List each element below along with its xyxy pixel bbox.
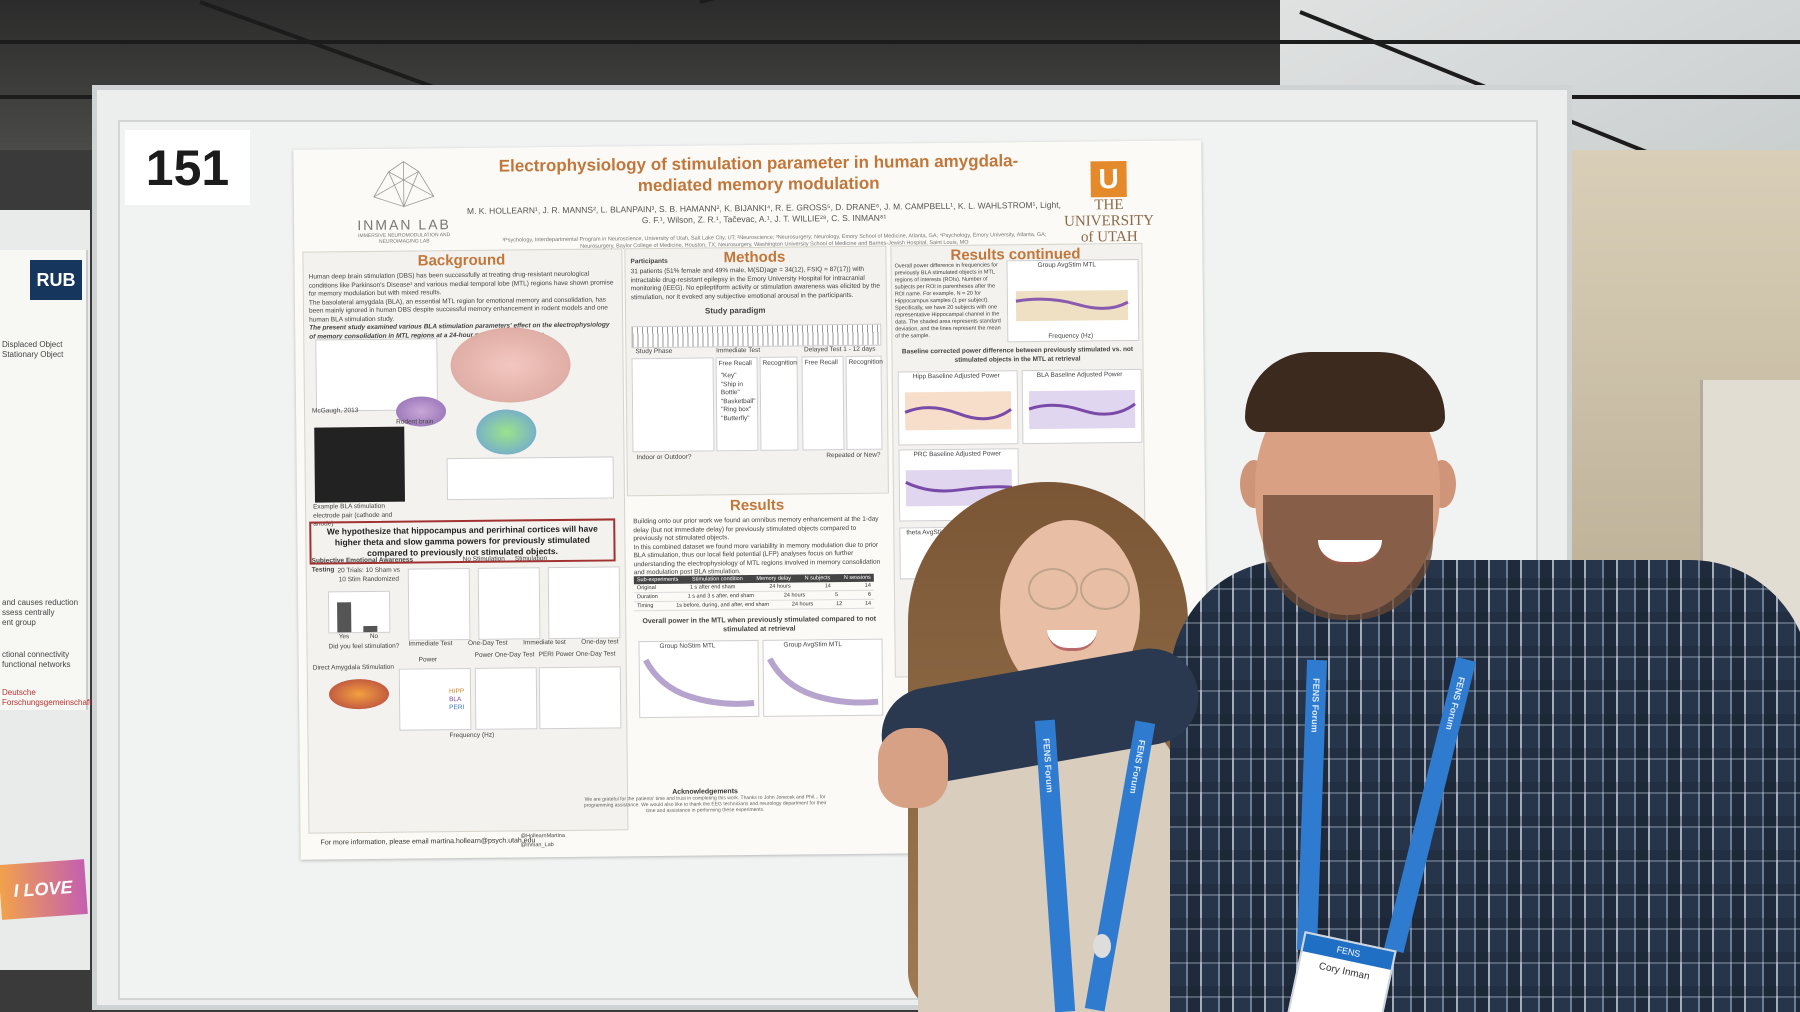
lab-subtitle: IMMERSIVE NEUROMODULATION AND NEUROIMAGI…: [358, 232, 451, 245]
table-row: Timing 1s before, during, and after, end …: [634, 599, 875, 612]
inman-lab-logo: INMAN LAB IMMERSIVE NEUROMODULATION AND …: [343, 156, 464, 245]
avgstim-power-chart: Group AvgStim MTL Frequency (Hz): [1006, 258, 1140, 343]
network-icon: [373, 161, 435, 208]
poster-title: Electrophysiology of stimulation paramet…: [498, 151, 1019, 196]
stimulation-timeline: [631, 323, 882, 349]
glasses-icon: [1028, 568, 1078, 610]
shaded-power-band: [1015, 290, 1129, 322]
decay-curve: [767, 657, 879, 706]
peri-power-chart: [538, 666, 622, 730]
power-mtl-title: Overall power in the MTL when previously…: [642, 615, 877, 633]
delayed-recognition-panel: Recognition: [845, 355, 883, 450]
awareness-chart: [327, 590, 391, 634]
shaded-power-band: [904, 391, 1012, 431]
results-heading: Results: [729, 496, 785, 515]
twitter-handles: @HollearnMartina @Inman_Lab: [520, 832, 565, 848]
man-hair: [1245, 352, 1445, 432]
baseline-title: Baseline corrected power difference betw…: [901, 345, 1134, 364]
bar-no: [363, 625, 378, 633]
board-number: 151: [125, 130, 250, 205]
left-poster: [0, 250, 88, 710]
recognition-panel: Recognition: [759, 356, 799, 451]
one-day-power-chart: [474, 667, 538, 730]
methods-text: 31 patients (51% female and 49% male, M(…: [630, 265, 881, 301]
woman-smile: [1047, 630, 1097, 651]
lab-name: INMAN LAB: [357, 216, 451, 234]
study-phase-panel: [631, 357, 715, 453]
bla-baseline-chart: BLA Baseline Adjusted Power: [1021, 368, 1143, 445]
avgstim-mtl-chart: Group AvgStim MTL: [762, 638, 884, 717]
immediate-test-chart: [407, 567, 471, 641]
u-logo-icon: U: [1090, 161, 1127, 198]
ceiling-beam: [0, 40, 1800, 44]
left-legend: Displaced Object Stationary Object: [2, 340, 64, 359]
contact-footer: For more information, please email marti…: [320, 837, 536, 847]
delayed-free-recall-panel: Free Recall: [801, 356, 845, 451]
research-poster: INMAN LAB IMMERSIVE NEUROMODULATION AND …: [293, 140, 1209, 860]
left-footer: ctional connectivity functional networks: [2, 650, 71, 669]
decay-curve: [643, 658, 755, 707]
man-plaid-shirt: [1170, 560, 1800, 1012]
university-of-utah-logo: U THE UNIVERSITY of UTAH: [1053, 161, 1164, 246]
bar-yes: [337, 602, 352, 633]
results-table: Sub-experiments Stimulation condition Memo…: [633, 573, 875, 612]
love-sticker: I LOVE: [0, 859, 88, 920]
pathway-diagram: [446, 456, 614, 501]
background-heading: Background: [417, 251, 506, 270]
results-continued-text: Overall power difference in frequencies …: [894, 262, 1001, 340]
man-hand: [878, 728, 948, 808]
shaded-power-band: [1028, 389, 1136, 430]
glasses-icon: [1080, 568, 1130, 610]
mri-image: [314, 426, 405, 503]
left-notes: and causes reduction ssess centrally ent…: [2, 598, 79, 627]
stim-legend: No Stimulation Stimulation: [462, 555, 548, 564]
hipp-baseline-chart: Hipp Baseline Adjusted Power: [897, 370, 1019, 446]
necklace-pendant: [1093, 934, 1111, 958]
background-text: Human deep brain stimulation (DBS) has b…: [308, 270, 614, 341]
nostim-mtl-chart: Group NoStim MTL: [638, 639, 760, 719]
results-text: Building onto our prior work we found an…: [633, 515, 881, 577]
acknowledgements: Acknowledgements We are grateful for the…: [583, 788, 827, 815]
left-funder: Deutsche Forschungsgemeinschaft: [2, 688, 92, 707]
paired-lines-chart: [547, 566, 621, 640]
poster-authors: M. K. HOLLEARN¹, J. R. MANNS², L. BLANPA…: [466, 199, 1061, 226]
one-day-test-chart: [477, 567, 541, 640]
man-plaid-pattern: [1170, 560, 1800, 1012]
rub-logo: RUB: [30, 260, 82, 300]
free-recall-panel: Free Recall "Key" "Ship in Bottle" "Basket…: [715, 356, 759, 452]
